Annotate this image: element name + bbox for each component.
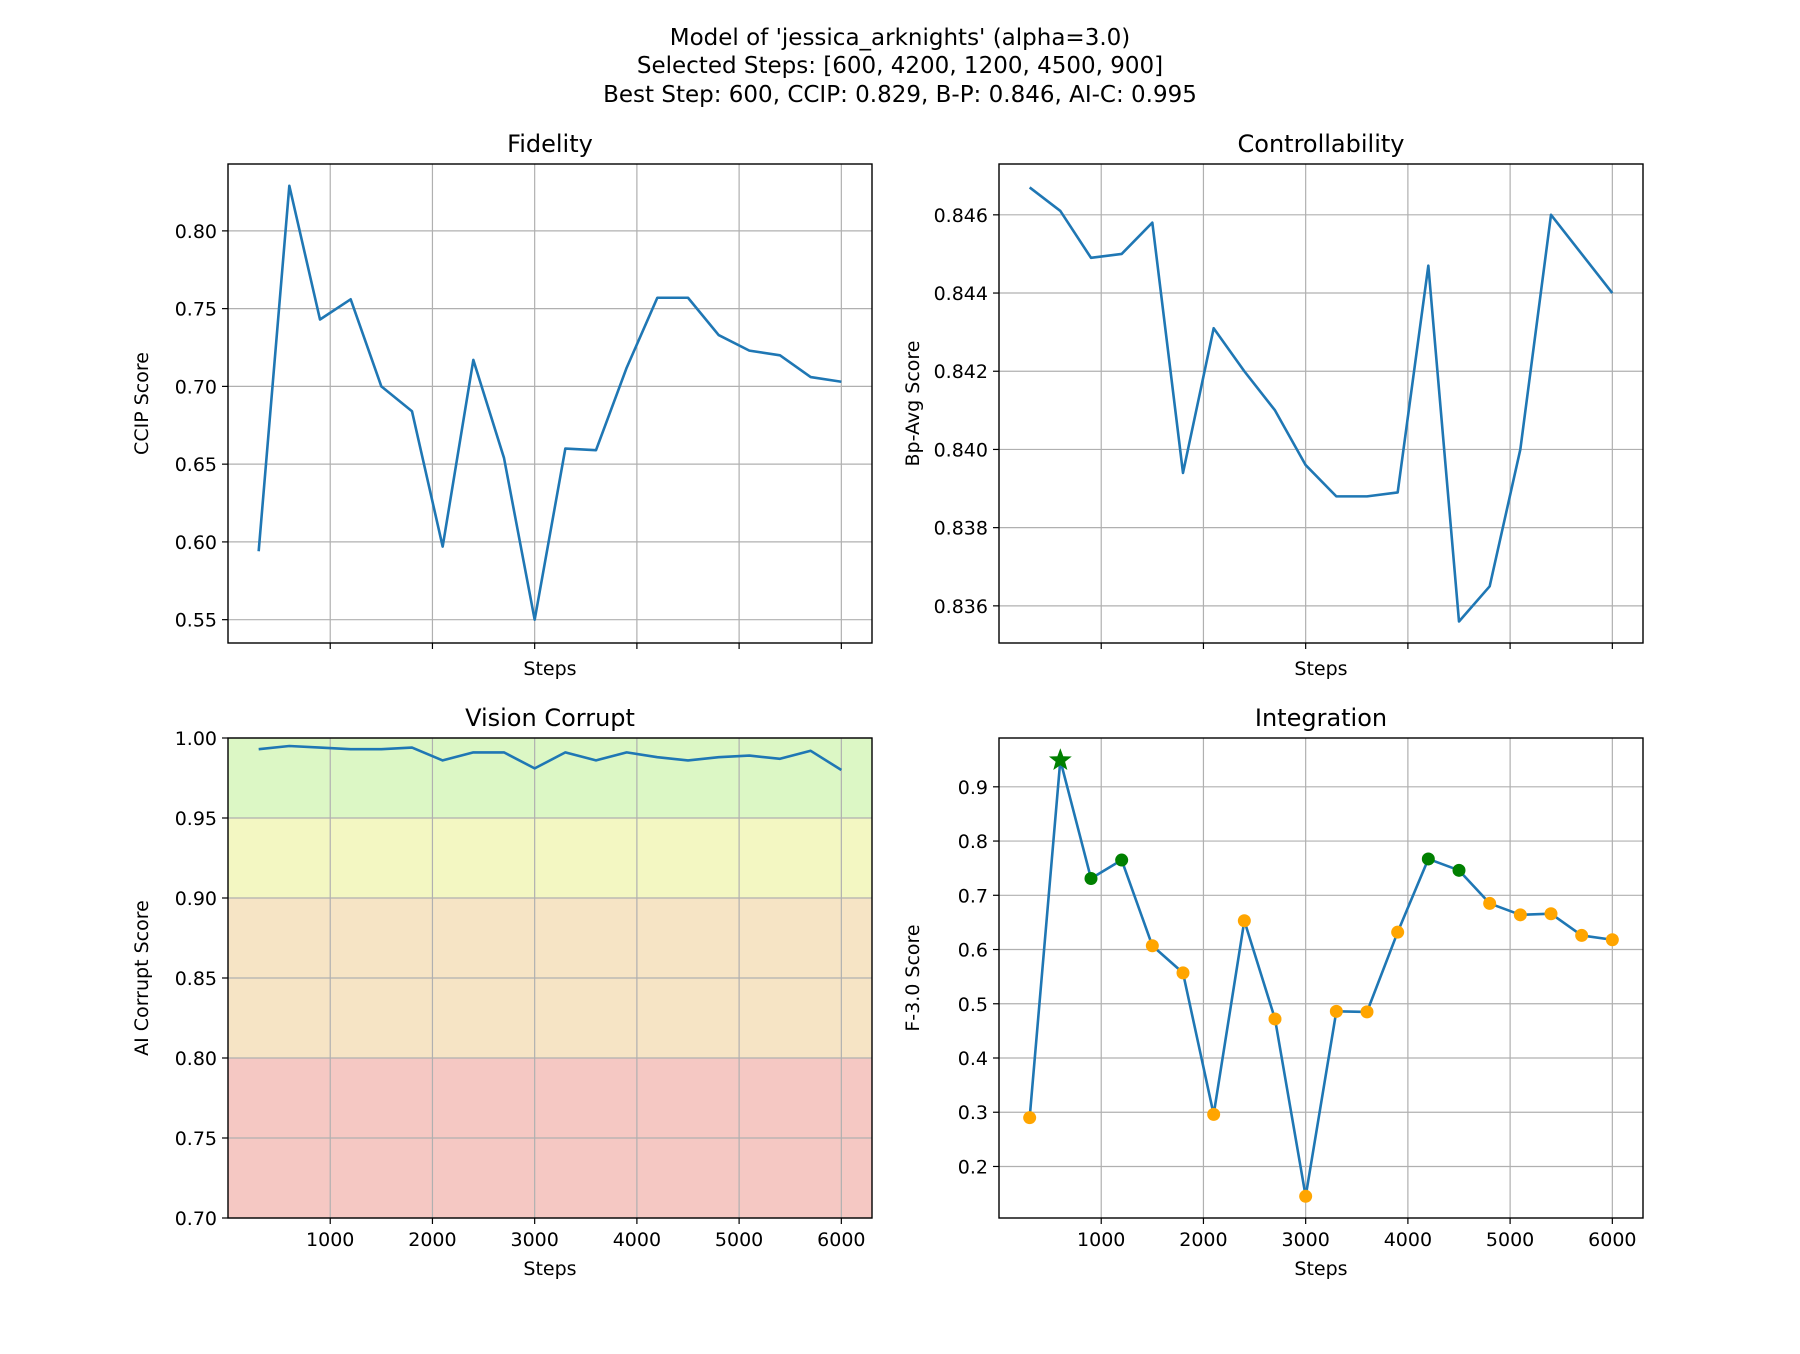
integration-point-17: [1544, 907, 1558, 921]
vision-corrupt-ytick-label-1: 0.75: [175, 1128, 217, 1150]
vision-corrupt-xtick-label-4: 5000: [715, 1229, 763, 1251]
fidelity-ytick-label-2: 0.65: [175, 454, 217, 476]
figure-title-line-3: Best Step: 600, CCIP: 0.829, B-P: 0.846,…: [603, 82, 1197, 108]
fidelity-xlabel: Steps: [523, 658, 576, 680]
integration-point-8: [1268, 1012, 1282, 1026]
controllability-ytick-label-2: 0.840: [934, 439, 988, 461]
integration-ytick-label-6: 0.8: [958, 831, 988, 853]
controllability-series-line: [1028, 186, 1614, 623]
fidelity-ytick-label-0: 0.55: [175, 610, 217, 632]
vision-corrupt-band-0: [228, 738, 872, 818]
integration-point-5: [1176, 966, 1190, 980]
fidelity-axes-frame: [227, 163, 873, 644]
integration-point-16: [1513, 908, 1527, 922]
integration-xtick-label-1: 2000: [1179, 1229, 1227, 1251]
integration-xtick-label-4: 5000: [1486, 1229, 1534, 1251]
vision-corrupt-xtick-label-3: 4000: [613, 1229, 661, 1251]
vision-corrupt-ytick-label-2: 0.80: [175, 1048, 217, 1070]
integration-xtick-label-5: 6000: [1588, 1229, 1636, 1251]
vision-corrupt-xlabel: Steps: [523, 1258, 576, 1280]
integration-point-10: [1329, 1004, 1343, 1018]
integration-ytick-label-0: 0.2: [958, 1156, 988, 1178]
vision-corrupt-ytick-label-6: 1.00: [175, 728, 217, 750]
integration-point-19: [1605, 933, 1619, 947]
integration-ytick-label-1: 0.3: [958, 1102, 988, 1124]
integration-series-line: [1028, 758, 1613, 1198]
fidelity-ytick-label-1: 0.60: [175, 532, 217, 554]
integration-xtick-label-2: 3000: [1281, 1229, 1329, 1251]
fidelity-ylabel: CCIP Score: [131, 352, 153, 455]
integration-ytick-label-7: 0.9: [958, 777, 988, 799]
controllability-axes-frame: [998, 163, 1644, 644]
integration-axes-frame: [998, 737, 1644, 1219]
integration-point-4: [1145, 939, 1159, 953]
integration-panel: 1000 2000 3000 4000 5000 6000 0.2 0.3 0.4 0.5 0.6 0…: [902, 704, 1644, 1280]
integration-point-6: [1207, 1107, 1221, 1121]
integration-ytick-label-3: 0.5: [958, 994, 988, 1016]
vision-corrupt-band-1: [228, 818, 872, 898]
integration-point-12: [1391, 925, 1405, 939]
vision-corrupt-xtick-label-0: 1000: [306, 1229, 354, 1251]
integration-ytick-label-5: 0.7: [958, 885, 988, 907]
vision-corrupt-axes-frame: [227, 737, 873, 1219]
integration-xlabel: Steps: [1294, 1258, 1347, 1280]
integration-best-point: [1048, 748, 1072, 770]
fidelity-ytick-label-4: 0.75: [175, 299, 217, 321]
controllability-ytick-label-4: 0.844: [934, 283, 988, 305]
integration-point-7: [1237, 914, 1251, 928]
figure-title-line-2: Selected Steps: [600, 4200, 1200, 4500, …: [637, 53, 1163, 79]
integration-xtick-label-0: 1000: [1077, 1229, 1125, 1251]
integration-selected-point-14: [1452, 863, 1466, 877]
vision-corrupt-ytick-label-3: 0.85: [175, 968, 217, 990]
vision-corrupt-xtick-label-2: 3000: [510, 1229, 558, 1251]
controllability-ytick-label-5: 0.846: [934, 205, 988, 227]
controllability-title: Controllability: [1238, 130, 1405, 158]
vision-corrupt-title: Vision Corrupt: [465, 704, 635, 732]
integration-point-18: [1575, 928, 1589, 942]
vision-corrupt-panel: 1000 2000 3000 4000 5000 6000 0.70 0.75 0.80 0.85…: [131, 704, 873, 1280]
figure-title-line-1: Model of 'jessica_arknights' (alpha=3.0): [670, 25, 1131, 51]
vision-corrupt-xtick-label-1: 2000: [408, 1229, 456, 1251]
fidelity-series-line: [257, 184, 842, 621]
integration-point-0: [1023, 1111, 1037, 1125]
controllability-ytick-label-3: 0.842: [934, 361, 988, 383]
fidelity-ytick-label-3: 0.70: [175, 376, 217, 398]
controllability-ylabel: Bp-Avg Score: [902, 341, 924, 467]
integration-title: Integration: [1255, 704, 1387, 732]
controllability-ytick-label-0: 0.836: [934, 596, 988, 618]
controllability-xlabel: Steps: [1294, 658, 1347, 680]
vision-corrupt-ytick-label-0: 0.70: [175, 1208, 217, 1230]
integration-ylabel: F-3.0 Score: [902, 924, 924, 1031]
integration-ytick-label-4: 0.6: [958, 940, 988, 962]
vision-corrupt-xtick-label-5: 6000: [817, 1229, 865, 1251]
integration-xtick-label-3: 4000: [1384, 1229, 1432, 1251]
fidelity-ytick-label-5: 0.80: [175, 221, 217, 243]
integration-selected-point-2: [1084, 871, 1098, 885]
vision-corrupt-ytick-label-4: 0.90: [175, 888, 217, 910]
integration-point-9: [1299, 1189, 1313, 1203]
controllability-panel: 0.836 0.838 0.840 0.842 0.844 0.846 Controllab…: [902, 130, 1644, 680]
vision-corrupt-ylabel: AI Corrupt Score: [131, 900, 153, 1056]
integration-selected-point-13: [1421, 852, 1435, 866]
fidelity-panel: 0.55 0.60 0.65 0.70 0.75 0.80 Fidelity Steps CCI…: [131, 130, 873, 680]
integration-ytick-label-2: 0.4: [958, 1048, 988, 1070]
integration-point-11: [1360, 1005, 1374, 1019]
fidelity-title: Fidelity: [507, 130, 593, 158]
integration-point-15: [1483, 896, 1497, 910]
vision-corrupt-series-line: [258, 744, 843, 772]
controllability-ytick-label-1: 0.838: [934, 518, 988, 540]
integration-selected-point-3: [1115, 853, 1129, 867]
vision-corrupt-ytick-label-5: 0.95: [175, 808, 217, 830]
